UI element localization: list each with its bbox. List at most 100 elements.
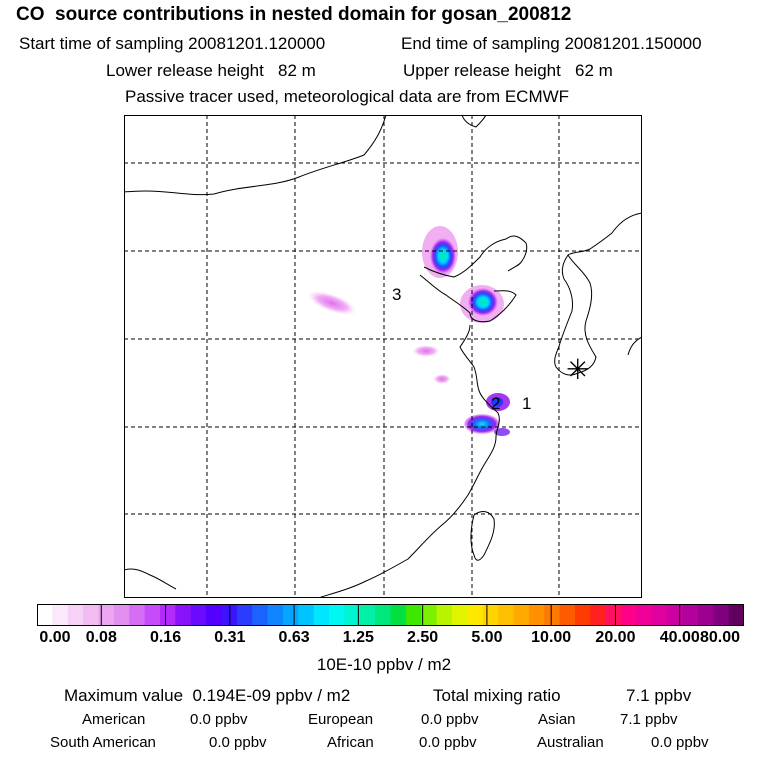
colorbar-cell (467, 604, 484, 626)
plume-bohai-core (468, 288, 498, 316)
border-south (124, 568, 177, 590)
colorbar-cell (329, 604, 345, 626)
page-title: CO source contributions in nested domain… (16, 4, 572, 25)
colorbar-cell (282, 604, 299, 626)
colorbar-cell (559, 604, 576, 626)
colorbar-units: 10E-10 ppbv / m2 (316, 655, 452, 674)
colorbar-cell (98, 604, 115, 626)
coast-bohai-north (423, 235, 527, 278)
colorbar-cell (236, 604, 253, 626)
max-value-label: Maximum value 0.194E-09 ppbv / m2 (64, 686, 351, 705)
colorbar-tick-label: 2.50 (407, 629, 439, 646)
colorbar-cells (37, 604, 744, 626)
border-north (461, 115, 487, 128)
colorbar-cell (682, 604, 699, 626)
sampling-times: Start time of sampling 20081201.120000 E… (0, 34, 768, 56)
receptor-marker-icon: ✳ (566, 353, 589, 386)
south-american-label: South American (50, 734, 156, 751)
colorbar-frame (37, 604, 744, 626)
upper-release-label: Upper release height 62 m (403, 61, 613, 80)
colorbar-cell (359, 604, 376, 626)
plume-shanghai (464, 414, 500, 434)
colorbar-cell (206, 604, 223, 626)
end-time-label: End time of sampling 20081201.150000 (401, 34, 702, 53)
map-background (124, 115, 642, 598)
marker-1: 1 (522, 394, 531, 413)
colorbar-cell (651, 604, 668, 626)
colorbar-cell (482, 604, 499, 626)
colorbar-cell (144, 604, 161, 626)
colorbar-tick-label: 1.25 (342, 629, 374, 646)
total-mixing-value: 7.1 ppbv (626, 686, 692, 705)
colorbar-cell (667, 604, 684, 626)
colorbar-cell (190, 604, 207, 626)
tracer-note: Passive tracer used, meteorological data… (0, 87, 768, 109)
marker-2: 2 (491, 394, 500, 413)
colorbar-tick-label: 5.00 (471, 629, 503, 646)
colorbar-tick-label: 0.08 (85, 629, 117, 646)
colorbar-cell (252, 604, 269, 626)
european-label: European (308, 711, 374, 728)
coast-korea (554, 254, 597, 376)
colorbar-cell (697, 604, 714, 626)
plume-shanghai-tail (494, 428, 510, 436)
plume-north-core (430, 238, 456, 274)
coast-shandong (419, 274, 517, 323)
colorbar-tick-label: 0.63 (278, 629, 310, 646)
graticule (124, 115, 642, 598)
plume-faint-2 (433, 374, 451, 384)
asian-label: Asian (538, 711, 576, 728)
total-mixing-label: Total mixing ratio (433, 686, 561, 705)
colorbar-cell (113, 604, 130, 626)
colorbar-cell (436, 604, 453, 626)
map-frame (124, 115, 642, 598)
colorbar-tick-label: 0.31 (214, 629, 246, 646)
colorbar-cell (267, 604, 284, 626)
american-label: American (82, 711, 146, 728)
colorbar-cell (83, 604, 100, 626)
colorbar-cell (605, 604, 622, 626)
colorbar-cell (129, 604, 146, 626)
coast-liaodong (507, 242, 528, 272)
colorbar-tick-label: 40.00 (659, 629, 700, 646)
colorbar-cell (498, 604, 515, 626)
plume-west (307, 290, 357, 316)
lower-release-label: Lower release height 82 m (106, 61, 316, 80)
colorbar-cell (67, 604, 84, 626)
colorbar-cell (636, 604, 653, 626)
colorbar-cell (621, 604, 638, 626)
plume-source-2-core (491, 397, 503, 407)
marker-3: 3 (392, 285, 401, 304)
plume-layer (307, 226, 510, 436)
colorbar-cell (52, 604, 69, 626)
african-label: African (327, 734, 374, 751)
colorbar-cell (421, 604, 438, 626)
colorbar-cell (159, 604, 176, 626)
australian-value: 0.0 ppbv (651, 734, 709, 751)
colorbar-cell (590, 604, 607, 626)
colorbar-tick-label: 80.00 (699, 629, 741, 646)
colorbar-cell (298, 604, 315, 626)
colorbar (37, 604, 744, 626)
colorbar-tick-label: 0.16 (149, 629, 182, 646)
colorbar-cell (375, 604, 392, 626)
african-value: 0.0 ppbv (419, 734, 477, 751)
colorbar-cell (451, 604, 468, 626)
plume-faint-1 (412, 345, 440, 357)
colorbar-cell (574, 604, 591, 626)
colorbar-tick-label: 0.00 (39, 629, 71, 646)
colorbar-cell (405, 604, 422, 626)
colorbar-tick-label: 20.00 (595, 629, 636, 646)
colorbar-cell (313, 604, 330, 626)
colorbar-cell (528, 604, 545, 626)
release-heights: Lower release height 82 m Upper release … (0, 61, 768, 83)
coast-east-china (317, 324, 500, 598)
coast-japan (627, 336, 642, 356)
colorbar-cell (713, 604, 730, 626)
colorbar-tick-label: 10.00 (531, 629, 572, 646)
source-contribution-map: 1 2 3 ✳ (124, 115, 642, 598)
european-value: 0.0 ppbv (421, 711, 479, 728)
tracer-note-text: Passive tracer used, meteorological data… (125, 87, 570, 106)
colorbar-cell (513, 604, 530, 626)
australian-label: Australian (537, 734, 604, 751)
